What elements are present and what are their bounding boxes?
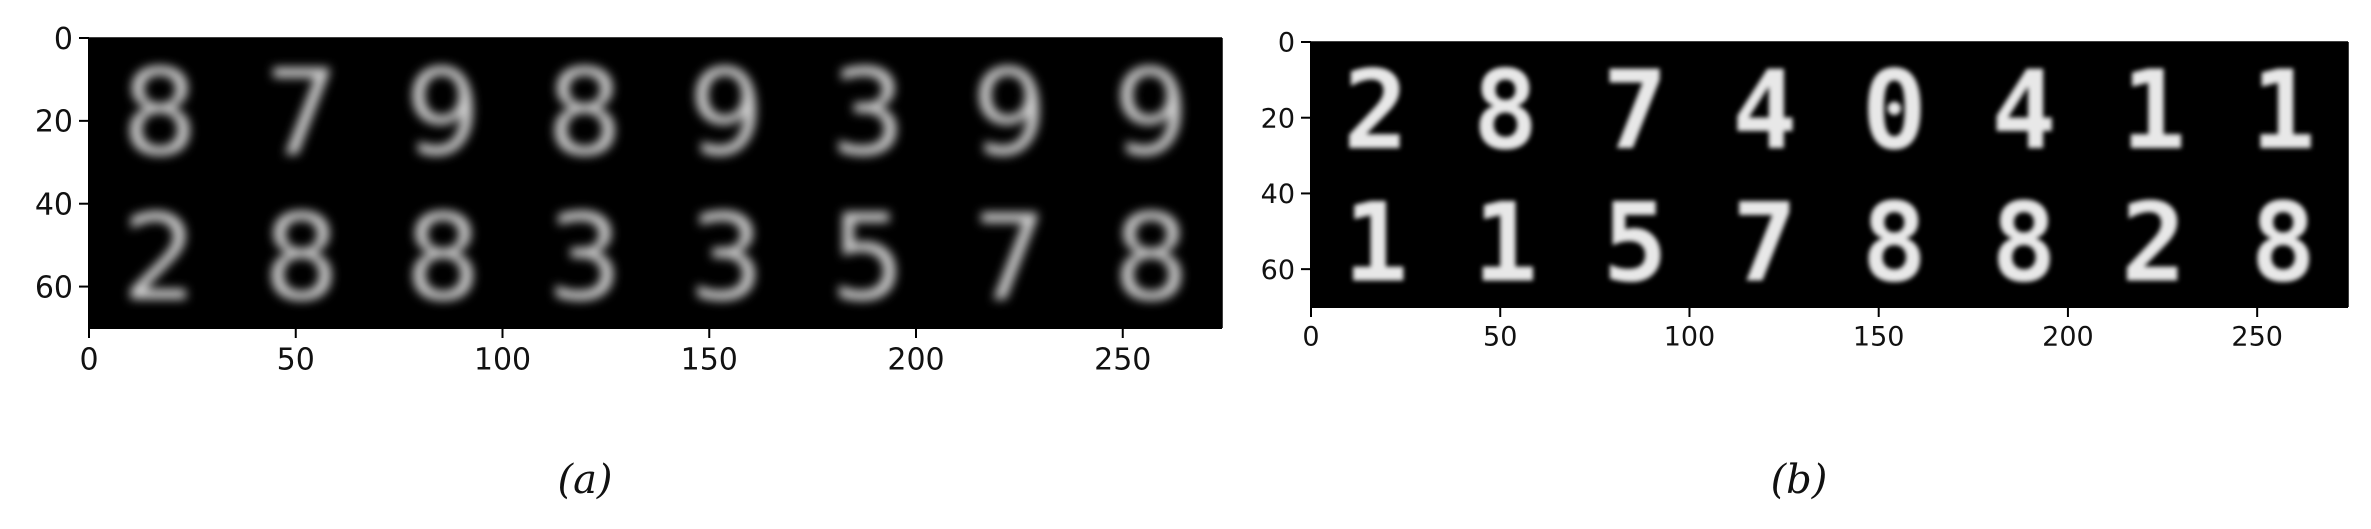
- y-tick-label-b-20: 20: [1261, 103, 1295, 134]
- x-tick-label-b-200: 200: [2042, 321, 2094, 352]
- digit-glyph-a-0-0: 8: [122, 45, 198, 183]
- digit-glyph-b-0-6: 1: [2121, 47, 2186, 174]
- y-tick-label-a-40: 40: [35, 188, 73, 223]
- digit-glyph-a-0-7: 9: [1113, 45, 1189, 183]
- image-area-a: [89, 38, 1222, 328]
- y-tick-label-a-60: 60: [35, 270, 73, 305]
- digit-layer-a: 8 7 9 8 9 3 9 92 8 8 3 3 5 7 8: [122, 45, 1189, 328]
- digit-glyph-b-0-0: 2: [1343, 47, 1408, 174]
- digit-glyph-a-1-7: 8: [1113, 190, 1189, 328]
- y-tick-label-b-40: 40: [1261, 179, 1295, 210]
- digit-glyph-b-1-7: 8: [2250, 180, 2315, 307]
- digit-glyph-b-0-7: 1: [2250, 47, 2315, 174]
- digit-glyph-b-1-3: 7: [1732, 180, 1797, 307]
- y-tick-label-a-0: 0: [54, 22, 73, 57]
- y-tick-label-a-20: 20: [35, 105, 73, 140]
- digit-layer-b: 2 8 7 4 0 4 1 11 1 5 7 8 8 2 8: [1343, 47, 2316, 307]
- x-tick-label-a-200: 200: [887, 343, 944, 378]
- x-tick-label-a-250: 250: [1094, 343, 1151, 378]
- y-tick-label-b-60: 60: [1261, 255, 1295, 286]
- digit-glyph-b-1-4: 8: [1862, 180, 1927, 307]
- x-tick-label-b-100: 100: [1664, 321, 1716, 352]
- digit-glyph-b-1-0: 1: [1343, 180, 1408, 307]
- x-tick-label-b-150: 150: [1853, 321, 1905, 352]
- digit-glyph-b-0-1: 8: [1473, 47, 1538, 174]
- x-tick-label-b-50: 50: [1483, 321, 1517, 352]
- digit-glyph-b-0-4: 0: [1862, 47, 1927, 174]
- x-tick-label-b-250: 250: [2231, 321, 2283, 352]
- digit-glyph-a-0-4: 9: [688, 45, 764, 183]
- digit-glyph-b-1-2: 5: [1602, 180, 1667, 307]
- x-tick-label-a-50: 50: [277, 343, 315, 378]
- x-tick-label-b-0: 0: [1302, 321, 1319, 352]
- x-tick-label-a-100: 100: [474, 343, 531, 378]
- digit-glyph-a-1-2: 8: [405, 190, 481, 328]
- digit-glyph-b-0-2: 7: [1602, 47, 1667, 174]
- digit-glyph-a-1-1: 8: [264, 190, 340, 328]
- axes-a: 0 50 100 150 200 250 0 20 40 60: [35, 22, 1223, 378]
- digit-glyph-a-0-1: 7: [264, 45, 340, 183]
- caption-a: (a): [557, 457, 612, 503]
- digit-glyph-b-0-5: 4: [1991, 47, 2056, 174]
- x-tick-label-a-0: 0: [79, 343, 98, 378]
- digit-glyph-b-0-3: 4: [1732, 47, 1797, 174]
- digit-glyph-a-0-6: 9: [972, 45, 1048, 183]
- digit-glyph-a-1-5: 5: [830, 190, 906, 328]
- panel-a: 8 7 9 8 9 3 9 92 8 8 3 3 5 7 8 0 50 100 150 200 2500204060 …: [35, 22, 1223, 503]
- x-tick-label-a-150: 150: [681, 343, 738, 378]
- caption-b: (b): [1771, 457, 1828, 503]
- image-area-b: [1311, 42, 2348, 307]
- digit-glyph-a-1-3: 3: [547, 190, 623, 328]
- digit-glyph-a-1-0: 2: [122, 190, 198, 328]
- digit-glyph-a-0-3: 8: [547, 45, 623, 183]
- digit-glyph-b-1-6: 2: [2121, 180, 2186, 307]
- digit-glyph-a-0-2: 9: [405, 45, 481, 183]
- digit-glyph-a-1-6: 7: [972, 190, 1048, 328]
- y-tick-label-b-0: 0: [1278, 28, 1295, 59]
- digit-glyph-a-1-4: 3: [688, 190, 764, 328]
- digit-glyph-b-1-1: 1: [1473, 180, 1538, 307]
- digit-glyph-b-1-5: 8: [1991, 180, 2056, 307]
- panel-b: 2 8 7 4 0 4 1 11 1 5 7 8 8 2 8 0 50 100 150 200 2500204060 …: [1261, 28, 2349, 503]
- digit-glyph-a-0-5: 3: [830, 45, 906, 183]
